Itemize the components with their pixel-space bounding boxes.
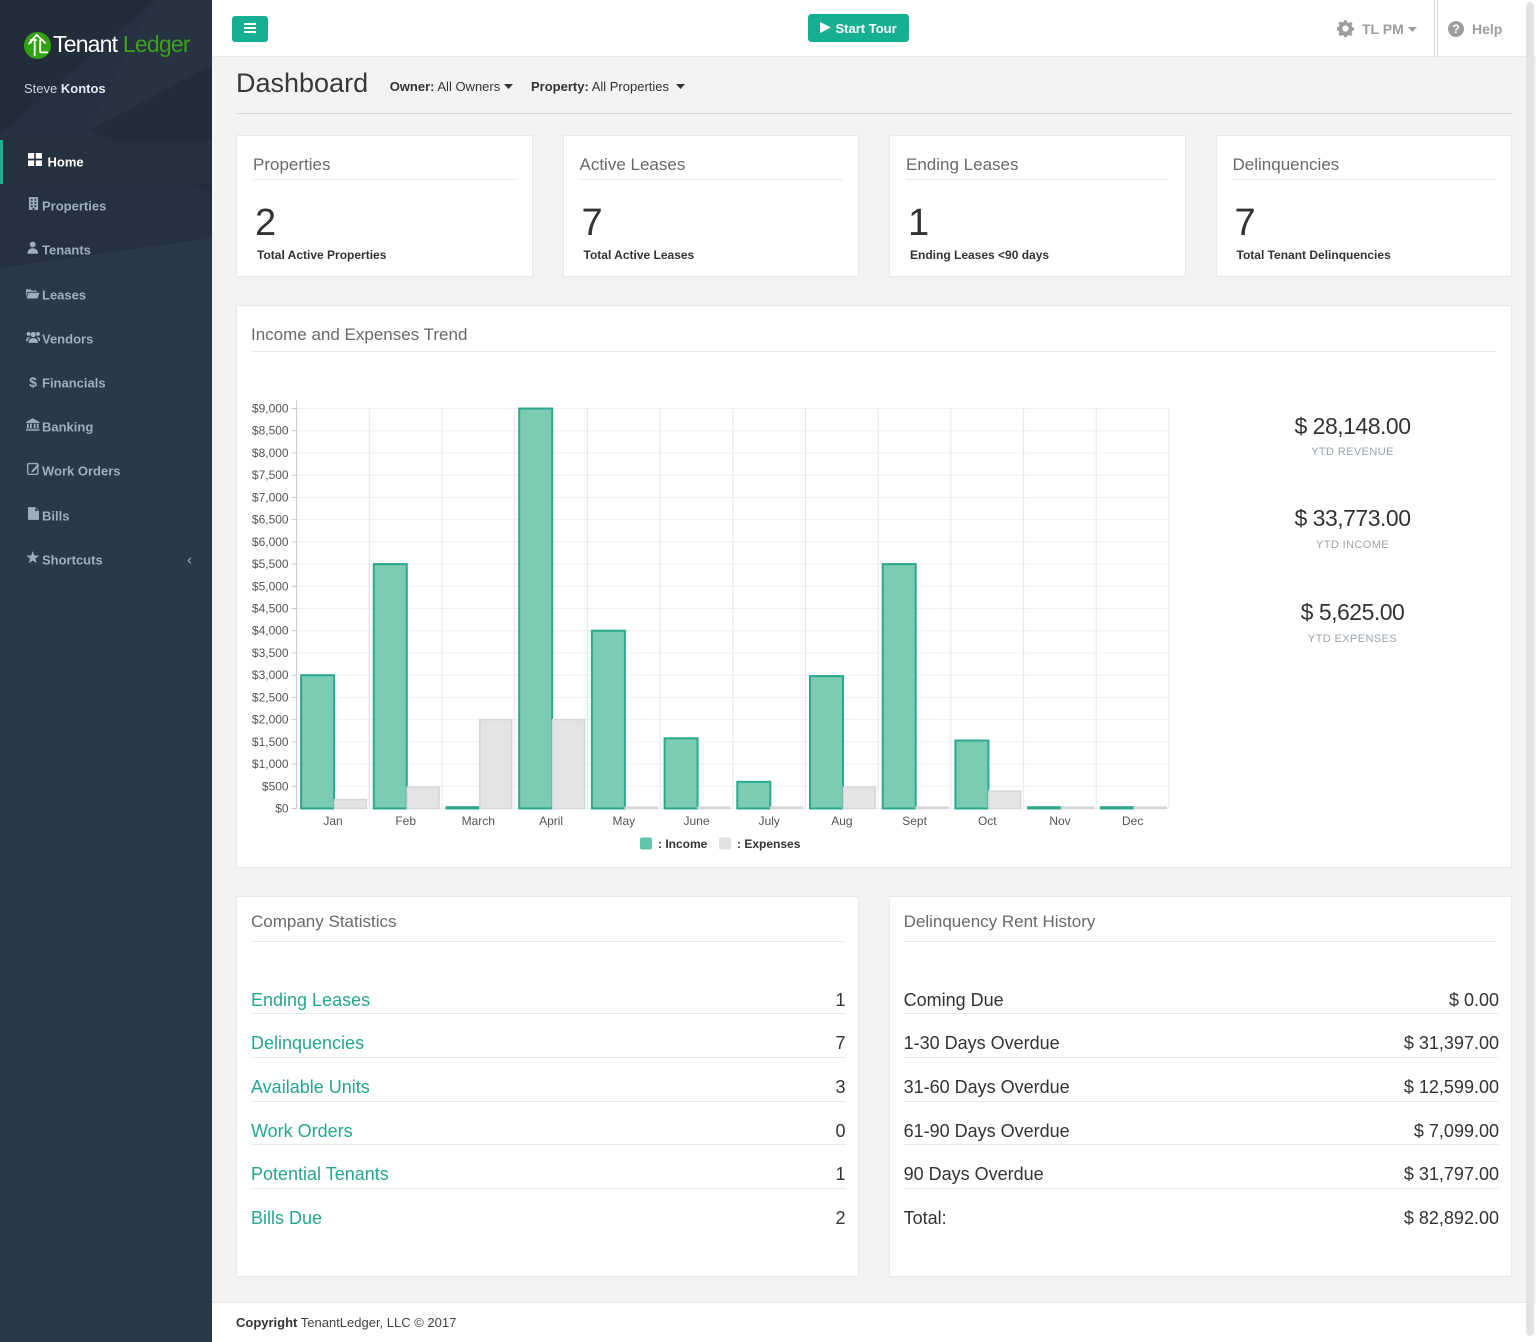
- svg-text:Sept: Sept: [902, 814, 927, 828]
- svg-text:March: March: [462, 814, 495, 828]
- svg-text:$3,000: $3,000: [252, 668, 289, 682]
- svg-text:$1,500: $1,500: [252, 735, 289, 749]
- svg-text:$1,000: $1,000: [252, 757, 289, 771]
- svg-text:$3,500: $3,500: [252, 646, 289, 660]
- svg-text:Aug: Aug: [831, 814, 852, 828]
- svg-text:Feb: Feb: [395, 814, 416, 828]
- svg-text:$5,000: $5,000: [252, 579, 289, 593]
- svg-text:$2,500: $2,500: [252, 690, 289, 704]
- svg-text:: Income: : Income: [658, 837, 708, 851]
- svg-text:$500: $500: [262, 779, 289, 793]
- svg-text:Jan: Jan: [323, 814, 342, 828]
- svg-text:$7,500: $7,500: [252, 468, 289, 482]
- svg-text:$8,500: $8,500: [252, 424, 289, 438]
- svg-text:April: April: [539, 814, 563, 828]
- svg-text:July: July: [759, 814, 780, 828]
- svg-text:$8,000: $8,000: [252, 446, 289, 460]
- svg-text:Oct: Oct: [978, 814, 997, 828]
- svg-text:$7,000: $7,000: [252, 490, 289, 504]
- svg-text:$2,000: $2,000: [252, 713, 289, 727]
- svg-text:Dec: Dec: [1122, 814, 1143, 828]
- svg-text:Nov: Nov: [1049, 814, 1070, 828]
- svg-text:$0: $0: [275, 802, 289, 816]
- svg-text:$6,500: $6,500: [252, 513, 289, 527]
- svg-text:$4,000: $4,000: [252, 624, 289, 638]
- svg-text:: Expenses: : Expenses: [737, 837, 801, 851]
- svg-text:$6,000: $6,000: [252, 535, 289, 549]
- svg-text:June: June: [683, 814, 709, 828]
- svg-text:May: May: [612, 814, 635, 828]
- svg-text:$5,500: $5,500: [252, 557, 289, 571]
- svg-text:$4,500: $4,500: [252, 602, 289, 616]
- svg-text:$9,000: $9,000: [252, 402, 289, 416]
